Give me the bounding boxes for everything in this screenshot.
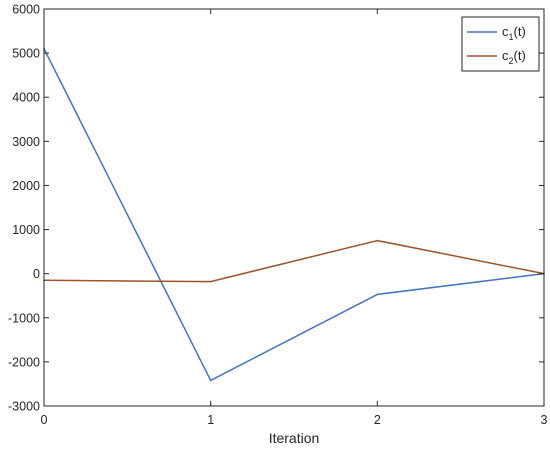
legend-box [461, 16, 540, 72]
data-point [376, 293, 379, 296]
legend-label-suffix: (t) [514, 48, 526, 63]
y-tick-label: 5000 [12, 47, 40, 61]
x-tick-label: 1 [207, 413, 214, 427]
x-axis-label: Iteration [269, 430, 320, 446]
y-tick-label: -2000 [8, 355, 40, 369]
data-point [209, 280, 212, 283]
y-tick-label: -3000 [8, 400, 40, 414]
y-tick-label: -1000 [8, 311, 40, 325]
y-tick-label: 1000 [12, 223, 40, 237]
legend-label-suffix: (t) [514, 24, 526, 39]
legend-label-subscript: 1 [509, 32, 514, 42]
x-tick-label: 3 [541, 413, 548, 427]
y-tick-label: 4000 [12, 91, 40, 105]
legend-label-base: c [502, 24, 509, 39]
data-point [209, 379, 212, 382]
x-tick-label: 0 [41, 413, 48, 427]
legend-label-subscript: 2 [509, 56, 514, 66]
legend: c1(t)c2(t) [461, 16, 540, 72]
plot-background [44, 9, 544, 406]
y-tick-label: 0 [33, 267, 40, 281]
y-tick-label: 2000 [12, 179, 40, 193]
legend-entry-label: c2(t) [502, 48, 526, 66]
legend-entry-label: c1(t) [502, 24, 526, 42]
ticks-layer: 0 1 2 3 -3000 -2000 -1000 0 1000 2000 3000 4000 5000… [8, 3, 548, 428]
legend-label-base: c [502, 48, 509, 63]
data-point [376, 239, 379, 242]
series-line-1 [43, 48, 545, 382]
y-tick-label: 6000 [12, 3, 40, 17]
x-tick-label: 2 [374, 413, 381, 427]
y-tick-label: 3000 [12, 135, 40, 149]
series-line-2 [43, 239, 545, 283]
plot-frame [43, 8, 545, 407]
